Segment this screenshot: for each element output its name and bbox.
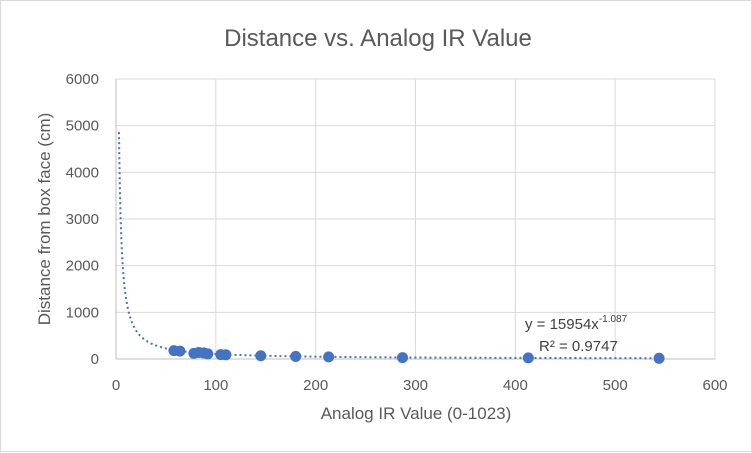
data-point xyxy=(522,352,534,364)
data-point xyxy=(323,351,335,363)
x-tick-label: 400 xyxy=(503,377,528,394)
x-tick-label: 100 xyxy=(203,377,228,394)
data-point xyxy=(397,352,409,364)
y-tick-label: 3000 xyxy=(66,211,99,228)
chart-title: Distance vs. Analog IR Value xyxy=(224,25,532,52)
trendline-layer xyxy=(117,132,660,360)
data-points xyxy=(168,345,665,364)
tick-labels: 0 100 200 300 400 500 600010002000300040005000… xyxy=(66,71,728,394)
y-tick-label: 2000 xyxy=(66,258,99,275)
y-axis-title: Distance from box face (cm) xyxy=(35,113,54,326)
gridlines xyxy=(116,78,716,359)
data-point xyxy=(202,348,214,360)
trendline-equation: y = 15954x-1.087 xyxy=(525,314,628,333)
y-tick-label: 1000 xyxy=(66,304,99,321)
data-point xyxy=(255,350,267,362)
y-tick-label: 6000 xyxy=(66,71,99,88)
data-point xyxy=(290,350,302,362)
data-point xyxy=(174,345,186,357)
y-tick-label: 5000 xyxy=(66,118,99,135)
x-axis-title: Analog IR Value (0-1023) xyxy=(321,404,512,423)
data-point xyxy=(653,352,665,364)
x-tick-label: 600 xyxy=(702,377,727,394)
y-tick-label: 4000 xyxy=(66,164,99,181)
x-tick-label: 500 xyxy=(603,377,628,394)
trendline-r-squared: R² = 0.9747 xyxy=(539,338,618,355)
y-tick-label: 0 xyxy=(91,351,99,368)
power-trendline xyxy=(117,132,660,360)
x-tick-label: 300 xyxy=(403,377,428,394)
x-tick-label: 200 xyxy=(303,377,328,394)
data-point xyxy=(220,349,232,361)
x-tick-label: 0 xyxy=(112,377,120,394)
